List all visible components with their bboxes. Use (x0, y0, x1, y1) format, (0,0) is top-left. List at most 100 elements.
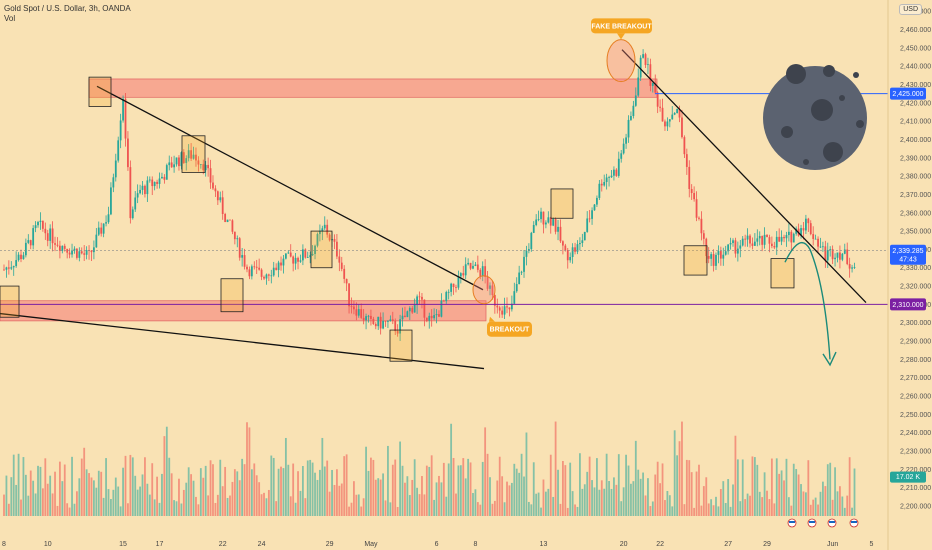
volume-bar (739, 501, 742, 516)
volume-bar (766, 490, 768, 516)
candle-body (297, 257, 299, 262)
volume-bar (360, 506, 363, 516)
candle-body (574, 247, 576, 252)
volume-bar (651, 501, 654, 516)
y-tick-label: 2,300.000 (900, 320, 931, 327)
volume-bar (314, 472, 316, 516)
candle-body (802, 228, 805, 231)
economic-event-icon[interactable] (849, 518, 859, 528)
y-tick-label: 2,290.000 (900, 339, 931, 346)
volume-bar (202, 477, 205, 516)
volume-bar (425, 465, 428, 516)
volume-bar (413, 459, 416, 516)
volume-bar (236, 471, 239, 516)
volume-bar (204, 465, 207, 516)
currency-button[interactable]: USD (899, 4, 922, 15)
candle-body (722, 254, 725, 259)
volume-bar (216, 494, 219, 516)
candle-body (664, 121, 666, 127)
candle-body (134, 197, 137, 210)
indicator-label[interactable]: Vol (4, 14, 16, 23)
candle-body (576, 244, 579, 252)
economic-event-icon[interactable] (787, 518, 797, 528)
candle-body (814, 238, 817, 240)
volume-bar (163, 436, 166, 516)
volume-bar (678, 441, 681, 516)
volume-bar (97, 470, 100, 516)
candle-body (372, 318, 375, 324)
volume-bar (783, 480, 785, 516)
candle-body (267, 274, 270, 276)
candle-body (812, 234, 815, 239)
y-tick-label: 2,250.000 (900, 412, 931, 419)
volume-bar (685, 459, 688, 516)
candle-body (632, 105, 635, 117)
volume-bar (644, 495, 647, 516)
countdown-label: 47:43 (899, 257, 917, 264)
candle-body (719, 251, 722, 259)
candle-body (258, 267, 261, 270)
candle-body (773, 246, 776, 248)
economic-event-icon[interactable] (827, 518, 837, 528)
candle-body (114, 160, 117, 178)
volume-bar (355, 494, 358, 516)
candle-body (455, 286, 457, 288)
volume-bar (710, 499, 713, 516)
volume-bar (617, 454, 620, 516)
volume-bar (530, 504, 533, 516)
candle-body (73, 248, 76, 251)
candle-body (450, 283, 453, 292)
volume-bar (207, 495, 210, 516)
candle-body (846, 249, 849, 265)
volume-bar (586, 471, 589, 516)
candle-body (127, 138, 129, 168)
volume-bar (540, 507, 542, 516)
candle-body (625, 137, 627, 144)
volume-bar (450, 423, 453, 516)
volume-bar (158, 502, 161, 516)
candle-body (5, 267, 8, 270)
candle-body (712, 254, 715, 266)
fake-breakout-callout: FAKE BREAKOUT (591, 18, 652, 40)
fake-breakout-label: FAKE BREAKOUT (591, 23, 652, 30)
candle-body (345, 278, 348, 284)
candle-body (204, 164, 207, 171)
moon-illustration (763, 64, 867, 170)
volume-bar (688, 460, 691, 516)
candle-body (715, 254, 717, 266)
candle-body (199, 164, 202, 165)
volume-bar (93, 480, 95, 516)
y-tick-label: 2,380.000 (900, 174, 931, 181)
economic-event-icon[interactable] (807, 518, 817, 528)
candle-body (695, 199, 698, 218)
candle-body (532, 225, 535, 233)
candle-body (382, 320, 384, 329)
candle-body (666, 121, 669, 127)
volume-bar (583, 484, 586, 516)
volume-bar (795, 469, 798, 516)
candle-body (549, 217, 552, 226)
volume-bar (445, 496, 448, 516)
candle-body (146, 180, 149, 195)
candle-body (423, 299, 426, 318)
candle-body (241, 255, 244, 258)
candle-body (661, 107, 664, 122)
candle-body (566, 250, 569, 261)
candle-body (209, 168, 212, 183)
volume-bar (554, 421, 557, 516)
candle-body (479, 269, 482, 277)
volume-bar (608, 481, 610, 516)
volume-bar (787, 497, 790, 516)
volume-bar (221, 486, 224, 516)
candle-body (80, 251, 83, 254)
candle-body (459, 273, 462, 277)
candle-body (608, 177, 610, 178)
svg-text:17.02 K: 17.02 K (896, 474, 920, 481)
volume-bar (630, 483, 632, 516)
candle-body (647, 64, 649, 66)
y-tick-label: 2,280.000 (900, 357, 931, 364)
highlight-box (550, 188, 574, 219)
candle-body (139, 189, 141, 194)
volume-bar (761, 497, 764, 516)
